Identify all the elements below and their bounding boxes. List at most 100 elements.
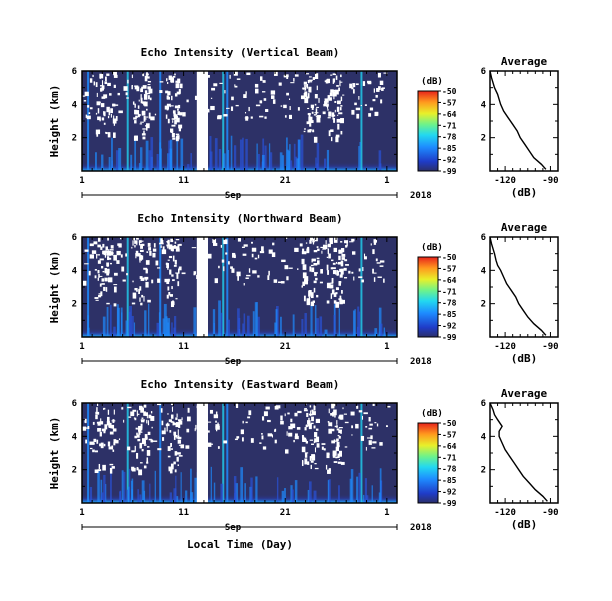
echo-streak [360,237,363,337]
no-data-speckle [173,431,177,436]
no-data-speckle [146,461,149,464]
no-data-speckle [341,290,343,294]
no-data-speckle [244,117,249,119]
no-data-speckle [177,435,180,438]
no-data-speckle [262,91,266,93]
echo-cell [293,143,296,171]
no-data-speckle [330,282,334,284]
no-data-speckle [278,82,282,86]
no-data-speckle [290,82,295,84]
echo-streak [87,237,90,337]
echo-cell [383,327,385,337]
no-data-speckle [352,89,355,94]
no-data-speckle [145,412,149,417]
echo-cell [281,490,285,503]
no-data-speckle [310,120,314,124]
year-label: 2018 [410,523,432,533]
no-data-speckle [134,417,137,421]
no-data-speckle [252,270,257,274]
no-data-speckle [233,254,236,259]
no-data-speckle [320,269,323,274]
echo-streak [222,403,225,503]
no-data-speckle [175,272,180,274]
average-xlabel: (dB) [511,352,538,365]
colorbar-tick-label: -99 [442,167,457,176]
no-data-speckle [143,411,146,416]
echo-cell [101,154,104,171]
no-data-speckle [240,429,244,435]
echo-cell [247,315,250,337]
no-data-speckle [141,110,146,116]
no-data-speckle [94,450,98,453]
no-data-speckle [332,73,337,76]
no-data-speckle [174,451,178,456]
average-frame [489,402,559,504]
no-data-speckle [333,117,336,123]
no-data-speckle [308,423,312,430]
no-data-speckle [354,102,357,106]
no-data-speckle [134,240,138,244]
no-data-speckle [180,444,185,449]
no-data-speckle [287,412,290,415]
no-data-speckle [351,434,353,436]
no-data-speckle [332,270,337,275]
no-data-speckle [85,439,88,444]
no-data-speckle [105,246,108,251]
no-data-speckle [109,431,114,435]
no-data-speckle [97,237,101,242]
no-data-speckle [89,447,93,450]
no-data-speckle [311,258,313,263]
no-data-speckle [85,114,87,118]
echo-cell [108,157,111,171]
colorbar-tick-label: -99 [442,333,457,342]
colorbar-tick-label: -50 [442,87,457,96]
echo-cell [138,163,141,171]
no-data-speckle [133,417,136,419]
x-tick-label: 11 [178,176,189,186]
no-data-speckle [106,416,110,423]
echo-cell [130,480,133,503]
no-data-speckle [309,239,312,244]
echo-cell [307,489,310,503]
no-data-speckle [328,408,330,414]
no-data-speckle [112,449,115,452]
no-data-speckle [285,449,289,454]
no-data-speckle [379,80,384,86]
no-data-speckle [175,115,177,117]
echo-cell [333,315,335,337]
no-data-speckle [94,269,97,271]
echo-cell [89,486,93,503]
no-data-speckle [264,116,267,119]
no-data-speckle [146,72,148,78]
no-data-speckle [327,243,331,248]
y-tick-label: 6 [72,399,77,409]
no-data-speckle [336,428,340,431]
no-data-speckle [326,453,330,456]
no-data-speckle [212,239,217,244]
no-data-speckle [254,257,258,260]
no-data-speckle [107,277,113,283]
no-data-speckle [179,83,183,89]
echo-cell [210,466,212,503]
no-data-speckle [187,407,190,413]
echo-cell [250,477,253,503]
no-data-speckle [151,426,153,429]
no-data-speckle [251,253,254,258]
no-data-speckle [375,94,378,98]
echo-cell [141,480,145,503]
no-data-speckle [88,270,91,276]
no-data-speckle [134,435,137,439]
no-data-speckle [316,260,320,265]
no-data-speckle [217,116,222,120]
no-data-speckle [170,448,173,450]
no-data-speckle [115,115,118,121]
no-data-speckle [96,253,98,259]
no-data-speckle [178,243,182,246]
no-data-speckle [105,287,108,292]
no-data-speckle [99,421,104,425]
y-tick-label: 2 [72,134,77,144]
echo-cell [313,490,317,503]
no-data-speckle [372,249,375,255]
no-data-speckle [314,272,318,274]
no-data-speckle [281,259,286,263]
